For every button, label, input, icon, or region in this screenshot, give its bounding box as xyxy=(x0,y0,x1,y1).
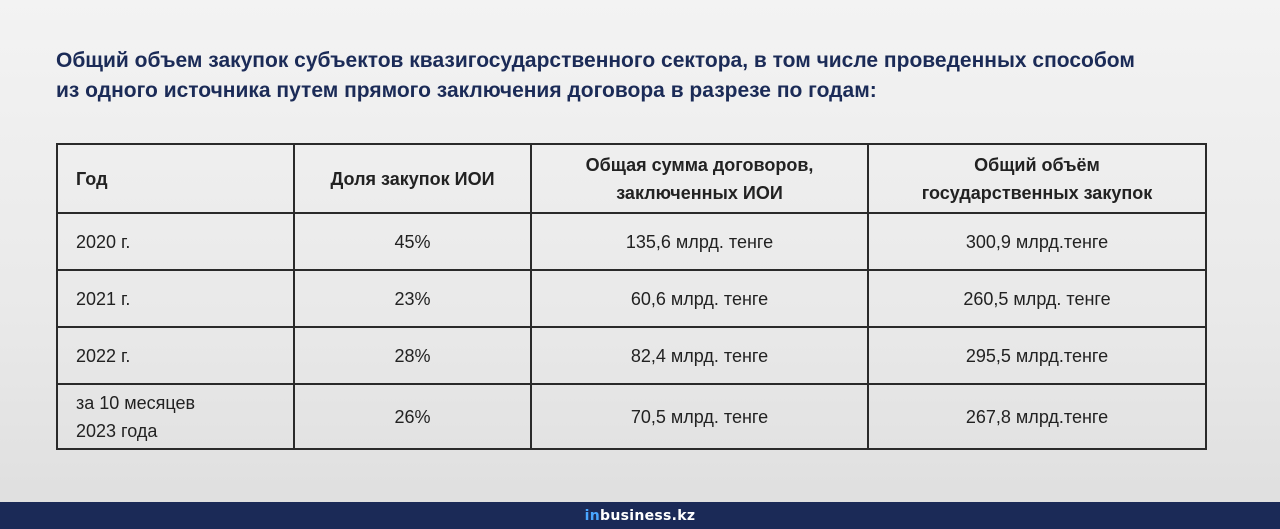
header-state-line-2: государственных закупок xyxy=(921,182,1153,203)
table-row: 2022 г. 28% 82,4 млрд. тенге 295,5 млрд.… xyxy=(56,326,1207,385)
table-header-row: Год Доля закупок ИОИ Общая сумма договор… xyxy=(56,143,1207,214)
cell-state: 267,8 млрд.тенге xyxy=(867,383,1207,450)
table-row: 2021 г. 23% 60,6 млрд. тенге 260,5 млрд.… xyxy=(56,269,1207,328)
logo-main: business.kz xyxy=(600,507,696,524)
cell-share: 26% xyxy=(293,383,532,450)
table-row: 2020 г. 45% 135,6 млрд. тенге 300,9 млрд… xyxy=(56,212,1207,271)
header-year: Год xyxy=(56,143,295,214)
cell-year-line-1: за 10 месяцев xyxy=(76,392,196,413)
cell-total: 70,5 млрд. тенге xyxy=(530,383,869,450)
cell-year-line-2: 2023 года xyxy=(76,420,158,441)
logo-prefix: in xyxy=(584,507,601,524)
cell-total: 60,6 млрд. тенге xyxy=(530,269,869,328)
cell-year: 2020 г. xyxy=(56,212,295,271)
cell-year: за 10 месяцев 2023 года xyxy=(56,383,295,450)
header-total-sum: Общая сумма договоров, заключенных ИОИ xyxy=(530,143,869,214)
header-total-line-1: Общая сумма договоров, xyxy=(585,154,814,175)
title-line-1: Общий объем закупок субъектов квазигосуд… xyxy=(56,49,1135,72)
footer-bar: inbusiness.kz xyxy=(0,502,1280,529)
cell-total: 82,4 млрд. тенге xyxy=(530,326,869,385)
cell-share: 28% xyxy=(293,326,532,385)
header-state-volume: Общий объём государственных закупок xyxy=(867,143,1207,214)
page-title: Общий объем закупок субъектов квазигосуд… xyxy=(56,46,1236,106)
header-share: Доля закупок ИОИ xyxy=(293,143,532,214)
cell-state: 300,9 млрд.тенге xyxy=(867,212,1207,271)
cell-state: 260,5 млрд. тенге xyxy=(867,269,1207,328)
inbusiness-logo[interactable]: inbusiness.kz xyxy=(585,508,696,524)
cell-share: 23% xyxy=(293,269,532,328)
procurement-table: Год Доля закупок ИОИ Общая сумма договор… xyxy=(56,143,1207,450)
cell-year: 2021 г. xyxy=(56,269,295,328)
cell-share: 45% xyxy=(293,212,532,271)
header-total-line-2: заключенных ИОИ xyxy=(616,182,783,203)
table-row: за 10 месяцев 2023 года 26% 70,5 млрд. т… xyxy=(56,383,1207,450)
cell-total: 135,6 млрд. тенге xyxy=(530,212,869,271)
header-state-line-1: Общий объём xyxy=(974,154,1100,175)
cell-year: 2022 г. xyxy=(56,326,295,385)
title-line-2: из одного источника путем прямого заключ… xyxy=(56,79,877,102)
cell-state: 295,5 млрд.тенге xyxy=(867,326,1207,385)
